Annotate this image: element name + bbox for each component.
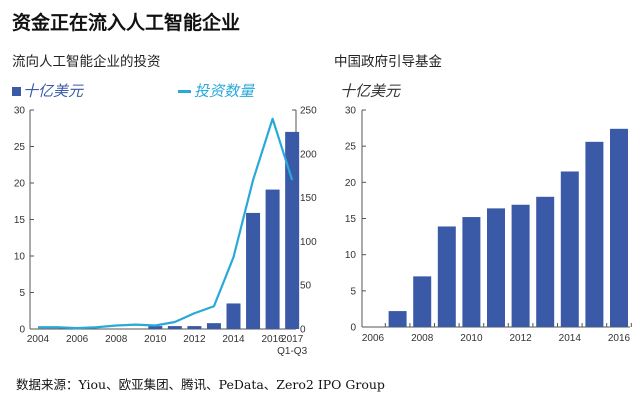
- x-tick-label: 2014: [559, 333, 582, 344]
- y-tick-label: 15: [345, 214, 357, 225]
- left-y-tick-label: 30: [14, 106, 26, 117]
- right-y-tick-label: 0: [300, 325, 306, 336]
- left-chart-title: 流向人工智能企业的投资: [12, 54, 161, 70]
- x-tick-label: 2006: [66, 334, 89, 345]
- right-y-tick-label: 100: [300, 237, 317, 248]
- left-y-tick-label: 10: [14, 252, 26, 263]
- bar-2010: [148, 326, 163, 329]
- bar-2012: [187, 326, 202, 329]
- x-tick-label: 2016: [261, 334, 284, 345]
- legend-item-line: 投资数量: [178, 80, 254, 101]
- left-y-tick-label: 25: [14, 142, 26, 153]
- x-tick-label: 2016: [608, 333, 631, 344]
- right-y-tick-label: 150: [300, 193, 317, 204]
- right-chart-title: 中国政府引导基金: [334, 54, 442, 70]
- x-tick-label: 2006: [362, 333, 385, 344]
- right-y-tick-label: 50: [300, 281, 312, 292]
- left-y-tick-label: 5: [19, 288, 25, 299]
- right-y-unit-label: 十亿美元: [340, 82, 401, 100]
- bar-2015: [585, 141, 604, 327]
- legend-label: 十亿美元: [23, 82, 84, 100]
- x-tick-label: 2004: [27, 334, 50, 345]
- bar-2014: [226, 303, 241, 329]
- page-title: 资金正在流入人工智能企业: [12, 12, 241, 34]
- y-tick-label: 25: [345, 142, 357, 153]
- bar-2015: [246, 212, 261, 329]
- left-y-tick-label: 15: [14, 215, 26, 226]
- x-tick-label: 2017: [281, 334, 304, 345]
- bar-2017: [285, 131, 300, 329]
- x-tick-label: 2008: [411, 333, 434, 344]
- bar-2016: [610, 128, 628, 327]
- y-tick-label: 20: [345, 178, 357, 189]
- y-tick-label: 10: [345, 250, 357, 261]
- investment-count-line: [38, 117, 294, 330]
- y-tick-label: 0: [350, 323, 356, 334]
- left-y-tick-label: 0: [19, 325, 25, 336]
- bar-2009: [437, 226, 456, 327]
- x-tick-sublabel: Q1-Q3: [277, 346, 307, 357]
- left-y-tick-label: 20: [14, 179, 26, 190]
- x-tick-label: 2010: [460, 333, 483, 344]
- bar-2010: [462, 217, 481, 327]
- line-icon: [178, 90, 191, 93]
- bar-2008: [413, 276, 432, 327]
- square-icon: [12, 87, 21, 96]
- y-tick-label: 30: [345, 106, 357, 117]
- source-note: 数据来源：Yiou、欧亚集团、腾讯、PeData、Zero2 IPO Group: [16, 377, 385, 392]
- x-tick-label: 2008: [105, 334, 128, 345]
- bar-2011: [167, 326, 182, 329]
- bar-2016: [265, 189, 280, 329]
- bar-2013: [206, 323, 221, 329]
- x-tick-label: 2010: [144, 334, 167, 345]
- x-tick-label: 2012: [183, 334, 206, 345]
- bar-2012: [511, 204, 530, 327]
- right-y-tick-label: 250: [300, 106, 317, 117]
- bar-2007: [388, 311, 407, 327]
- y-tick-label: 5: [350, 286, 356, 297]
- legend-item-bars: 十亿美元: [12, 80, 83, 101]
- bar-2014: [560, 171, 579, 327]
- x-tick-label: 2012: [509, 333, 532, 344]
- bar-2013: [536, 196, 555, 327]
- right-y-tick-label: 200: [300, 149, 317, 160]
- legend-label: 投资数量: [194, 82, 255, 100]
- bar-2011: [487, 208, 505, 327]
- x-tick-label: 2014: [222, 334, 245, 345]
